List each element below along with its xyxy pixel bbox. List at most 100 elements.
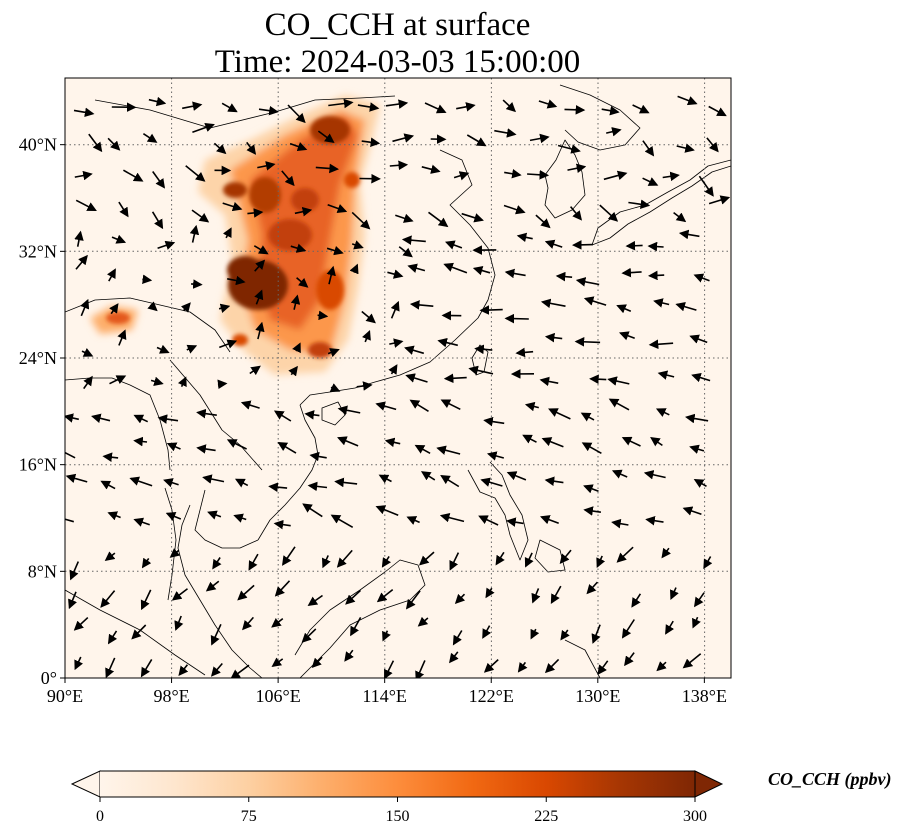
wind-arrow: [142, 274, 153, 284]
wind-arrow: [437, 337, 458, 348]
wind-arrow: [504, 313, 529, 324]
wind-arrow: [417, 616, 429, 627]
wind-arrow: [495, 551, 505, 566]
wind-arrow: [273, 519, 291, 530]
wind-arrow: [80, 298, 90, 317]
lat-tick-label: 40°N: [19, 135, 57, 155]
wind-arrow: [268, 482, 288, 492]
wind-arrow: [69, 561, 80, 581]
wind-arrow: [517, 661, 528, 673]
wind-arrow: [361, 330, 371, 343]
wind-arrow: [107, 630, 118, 645]
wind-arrow: [682, 506, 702, 516]
wind-arrow: [389, 338, 404, 348]
wind-arrow: [249, 365, 261, 376]
wind-arrow: [682, 653, 702, 669]
philippines-coast: [467, 461, 529, 561]
wind-arrow: [248, 553, 259, 571]
wind-arrow: [485, 587, 495, 599]
wind-arrow: [698, 175, 714, 197]
wind-arrow: [356, 381, 373, 391]
wind-arrow: [621, 436, 641, 447]
wind-arrow: [502, 99, 516, 113]
wind-arrow: [596, 555, 606, 568]
wind-arrow: [443, 373, 467, 384]
wind-arrow: [210, 623, 222, 646]
wind-arrow: [468, 365, 494, 376]
wind-arrow: [689, 444, 705, 454]
wind-arrow: [254, 259, 266, 272]
wind-arrow: [182, 101, 203, 111]
wind-arrow: [277, 441, 297, 454]
wind-arrow: [557, 144, 581, 154]
wind-arrow: [329, 383, 341, 392]
wind-arrow: [398, 246, 413, 258]
wind-arrow: [326, 265, 336, 285]
wind-arrow: [73, 617, 89, 631]
wind-arrow: [107, 268, 116, 282]
wind-arrow: [706, 137, 719, 153]
wind-arrow: [330, 514, 354, 528]
wind-arrow: [257, 161, 276, 171]
colorbar-ticks: 0 75 150 225 300: [96, 797, 707, 825]
wind-arrow: [443, 262, 468, 274]
wind-arrow: [708, 105, 727, 117]
wind-arrow: [653, 298, 670, 308]
co-hotspots: [106, 116, 360, 358]
wind-arrow: [230, 664, 250, 678]
wind-arrow: [307, 481, 328, 492]
wind-arrow: [601, 105, 620, 116]
wind-arrow: [237, 584, 255, 601]
wind-arrow: [539, 515, 559, 525]
wind-arrow: [351, 240, 364, 250]
wind-arrow: [479, 305, 503, 315]
wind-arrow: [234, 478, 249, 488]
wind-arrow: [317, 310, 329, 321]
wind-arrow: [274, 580, 291, 597]
wind-arrow: [589, 374, 607, 385]
wind-arrow: [281, 170, 295, 187]
wind-arrow: [564, 105, 586, 115]
wind-arrow: [68, 591, 77, 610]
wind-arrow: [439, 512, 465, 523]
wind-arrow: [535, 214, 551, 229]
colorbar-body: [100, 771, 695, 797]
wind-arrow: [253, 245, 269, 255]
wind-arrow: [474, 344, 493, 355]
wind-arrow: [631, 593, 642, 608]
wind-arrow: [240, 400, 260, 410]
wind-arrow: [504, 168, 522, 179]
wind-arrow: [544, 658, 560, 674]
wind-arrow: [287, 104, 306, 124]
wind-arrow: [606, 127, 622, 137]
wind-arrow: [191, 279, 203, 289]
wind-arrow: [581, 442, 602, 454]
wind-arrow: [375, 401, 397, 411]
wind-arrow: [483, 659, 499, 673]
wind-arrow: [506, 471, 527, 481]
wind-arrow: [544, 476, 564, 487]
wind-arrow: [685, 413, 709, 424]
wind-arrow: [75, 254, 88, 270]
wind-arrow: [406, 516, 420, 525]
wind-arrow: [221, 102, 238, 113]
wind-arrow: [538, 99, 558, 109]
wind-arrow: [625, 240, 643, 251]
bay-of-bengal-coast: [65, 377, 171, 471]
wind-arrow: [327, 203, 348, 214]
wind-arrow: [178, 664, 189, 677]
wind-arrow: [657, 370, 675, 380]
colorbar-tick-label: 225: [534, 808, 558, 825]
wind-arrow: [107, 137, 121, 151]
lon-tick-label: 98°E: [153, 686, 189, 706]
wind-arrow: [524, 552, 534, 568]
wind-arrow: [424, 102, 447, 114]
wind-arrow: [111, 234, 127, 244]
wind-arrow: [328, 98, 354, 109]
wind-arrow: [317, 130, 335, 144]
wind-arrow: [407, 263, 426, 273]
wind-arrow: [375, 505, 399, 517]
borneo-coast: [294, 559, 426, 678]
wind-arrow: [560, 629, 570, 641]
lon-tick-label: 130°E: [575, 686, 620, 706]
